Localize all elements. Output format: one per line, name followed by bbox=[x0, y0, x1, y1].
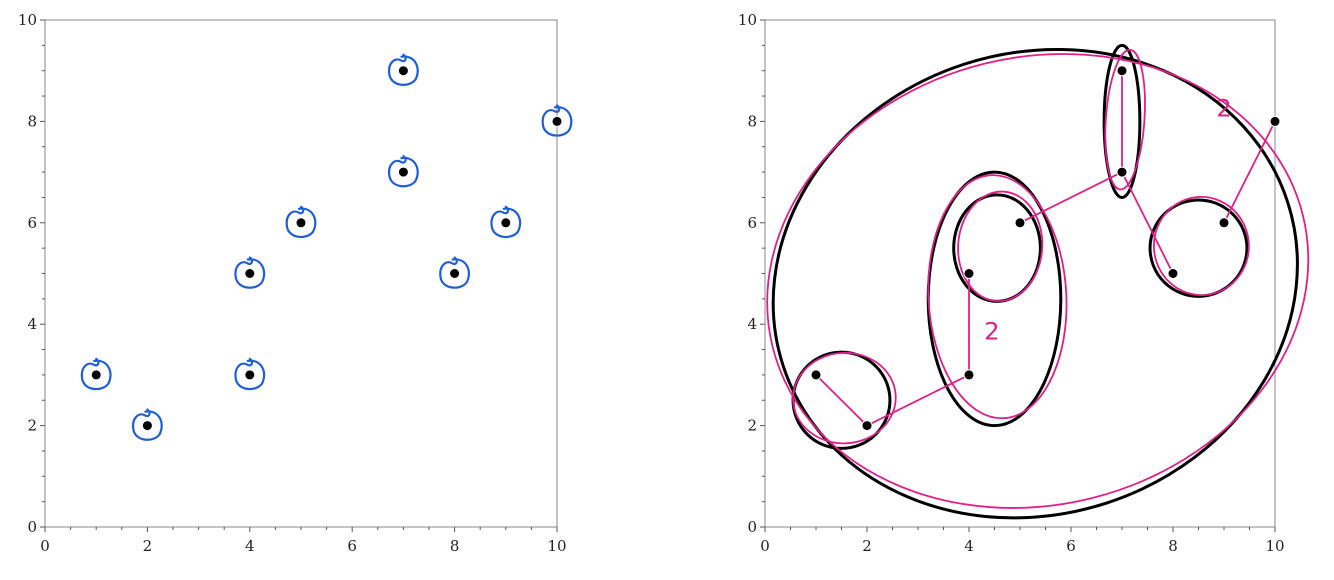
y-tick-label: 6 bbox=[747, 214, 757, 232]
data-point bbox=[449, 268, 461, 279]
hand-drawn-cluster bbox=[1153, 195, 1250, 297]
hand-drawn-cluster bbox=[1104, 48, 1146, 191]
cluster-link bbox=[1223, 120, 1276, 224]
cluster-ellipse bbox=[952, 193, 1042, 303]
cluster-ellipse bbox=[926, 170, 1063, 428]
cluster-ellipse bbox=[1148, 198, 1249, 298]
hand-drawn-cluster bbox=[766, 53, 1310, 509]
hand-drawn-circle bbox=[80, 357, 112, 391]
hand-drawn-cluster bbox=[927, 174, 1068, 420]
hand-drawn-circle bbox=[234, 357, 266, 391]
data-point bbox=[963, 369, 975, 381]
x-tick-label: 10 bbox=[1265, 537, 1284, 555]
data-point bbox=[397, 166, 409, 178]
data-point bbox=[1014, 217, 1026, 229]
y-tick-label: 4 bbox=[27, 315, 37, 333]
data-point bbox=[500, 217, 512, 229]
cluster-link bbox=[1121, 171, 1174, 275]
hand-drawn-circle bbox=[234, 256, 266, 289]
y-tick-label: 0 bbox=[747, 518, 757, 536]
data-point bbox=[90, 369, 102, 381]
x-tick-label: 10 bbox=[547, 537, 566, 555]
cluster-link bbox=[815, 373, 868, 427]
x-tick-label: 2 bbox=[862, 537, 872, 555]
data-point bbox=[244, 369, 256, 381]
left-scatter-panel: 0 2 4 6 8 10 0 2 4 6 8 10 bbox=[18, 11, 573, 555]
x-tick-label: 6 bbox=[347, 537, 357, 555]
hand-drawn-circle bbox=[387, 53, 419, 86]
distance-label: 2 bbox=[984, 317, 999, 345]
hand-drawn-circle bbox=[541, 104, 573, 137]
x-tick-label: 2 bbox=[143, 537, 153, 555]
hand-drawn-circle bbox=[285, 205, 317, 238]
y-tick-label: 6 bbox=[27, 214, 37, 232]
data-point bbox=[295, 217, 307, 229]
data-point bbox=[861, 420, 873, 432]
right-cluster-panel: 0 2 4 6 8 10 0 2 4 6 8 10 2 2 bbox=[738, 11, 1310, 555]
x-tick-label: 6 bbox=[1066, 537, 1076, 555]
hand-drawn-circle bbox=[131, 408, 163, 441]
plot-frame bbox=[44, 19, 558, 528]
data-point bbox=[1116, 65, 1128, 77]
x-tick-label: 0 bbox=[40, 537, 50, 555]
data-point bbox=[1167, 268, 1179, 279]
cluster-ellipse bbox=[771, 47, 1299, 520]
data-point bbox=[810, 369, 822, 381]
x-tick-label: 0 bbox=[760, 537, 770, 555]
cluster-ellipse bbox=[1102, 43, 1142, 199]
hand-drawn-cluster bbox=[792, 351, 897, 445]
data-point bbox=[1269, 115, 1281, 127]
hand-drawn-cluster bbox=[957, 190, 1044, 303]
x-tick-label: 4 bbox=[964, 537, 974, 555]
y-tick-label: 4 bbox=[747, 315, 757, 333]
x-tick-label: 4 bbox=[245, 537, 255, 555]
y-tick-label: 8 bbox=[27, 112, 37, 130]
data-point bbox=[397, 65, 409, 77]
data-point bbox=[141, 420, 153, 432]
data-point bbox=[963, 268, 975, 279]
y-tick-label: 2 bbox=[27, 417, 37, 435]
data-point bbox=[244, 268, 256, 279]
data-point bbox=[551, 115, 563, 127]
hand-drawn-circle bbox=[439, 256, 471, 289]
y-tick-label: 10 bbox=[18, 11, 37, 29]
x-tick-label: 8 bbox=[450, 537, 460, 555]
x-tick-label: 8 bbox=[1168, 537, 1178, 555]
hand-drawn-circle bbox=[490, 205, 522, 238]
y-tick-label: 0 bbox=[27, 518, 37, 536]
distance-label: 2 bbox=[1216, 94, 1231, 122]
cluster-link bbox=[866, 373, 970, 427]
y-tick-label: 2 bbox=[747, 417, 757, 435]
data-point bbox=[1218, 217, 1230, 229]
data-point bbox=[1116, 166, 1128, 178]
cluster-link bbox=[1019, 171, 1123, 224]
hand-drawn-circle bbox=[387, 155, 419, 188]
y-tick-label: 10 bbox=[738, 11, 757, 29]
y-tick-label: 8 bbox=[747, 112, 757, 130]
